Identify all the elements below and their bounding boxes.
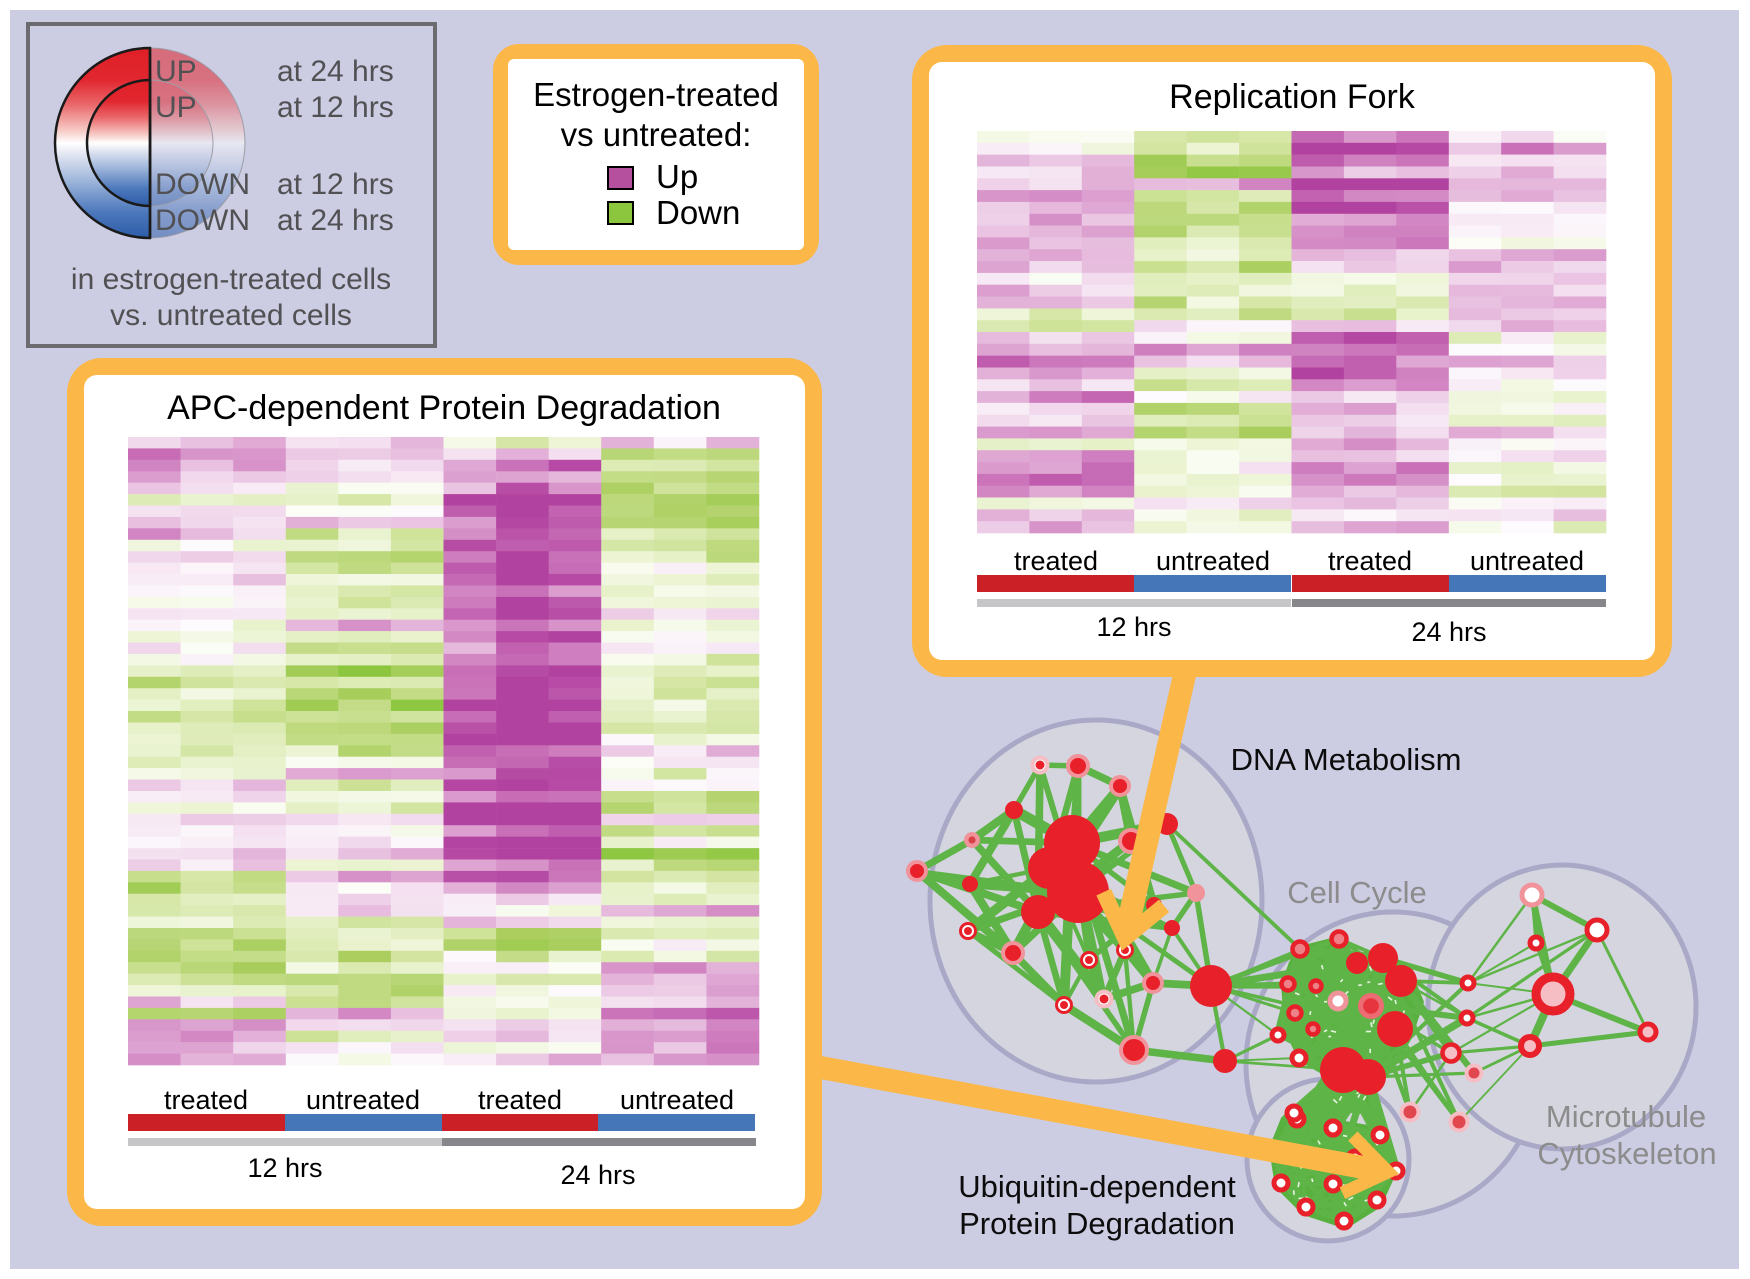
svg-text:untreated: untreated <box>306 1085 420 1115</box>
svg-text:at 12 hrs: at 12 hrs <box>277 168 394 201</box>
svg-text:treated: treated <box>164 1085 248 1115</box>
svg-text:24 hrs: 24 hrs <box>1411 617 1486 647</box>
svg-text:at 12 hrs: at 12 hrs <box>277 91 394 124</box>
svg-text:treated: treated <box>1328 546 1412 576</box>
svg-text:Estrogen-treated: Estrogen-treated <box>533 76 779 113</box>
svg-text:Replication Fork: Replication Fork <box>1169 78 1416 116</box>
svg-text:Protein Degradation: Protein Degradation <box>959 1206 1235 1241</box>
svg-text:Down: Down <box>656 194 740 231</box>
svg-text:Up: Up <box>656 158 698 195</box>
svg-text:untreated: untreated <box>620 1085 734 1115</box>
svg-text:Ubiquitin-dependent: Ubiquitin-dependent <box>958 1169 1236 1204</box>
svg-text:12 hrs: 12 hrs <box>247 1153 322 1183</box>
svg-text:at 24 hrs: at 24 hrs <box>277 55 394 88</box>
svg-text:DOWN: DOWN <box>155 204 250 237</box>
svg-text:UP: UP <box>155 91 197 124</box>
svg-text:APC-dependent Protein Degradat: APC-dependent Protein Degradation <box>167 389 721 427</box>
svg-text:treated: treated <box>478 1085 562 1115</box>
svg-text:at 24 hrs: at 24 hrs <box>277 204 394 237</box>
svg-text:in estrogen-treated cells: in estrogen-treated cells <box>71 263 391 296</box>
svg-text:UP: UP <box>155 55 197 88</box>
svg-text:untreated: untreated <box>1156 546 1270 576</box>
svg-text:24 hrs: 24 hrs <box>560 1160 635 1190</box>
svg-text:vs untreated:: vs untreated: <box>561 116 752 153</box>
svg-text:vs. untreated cells: vs. untreated cells <box>110 299 352 332</box>
svg-text:Microtubule: Microtubule <box>1546 1099 1706 1134</box>
svg-text:12 hrs: 12 hrs <box>1096 612 1171 642</box>
svg-text:Cell Cycle: Cell Cycle <box>1287 875 1427 910</box>
svg-text:untreated: untreated <box>1470 546 1584 576</box>
svg-text:treated: treated <box>1014 546 1098 576</box>
svg-text:Cytoskeleton: Cytoskeleton <box>1537 1136 1716 1171</box>
svg-text:DNA Metabolism: DNA Metabolism <box>1231 742 1462 777</box>
svg-text:DOWN: DOWN <box>155 168 250 201</box>
